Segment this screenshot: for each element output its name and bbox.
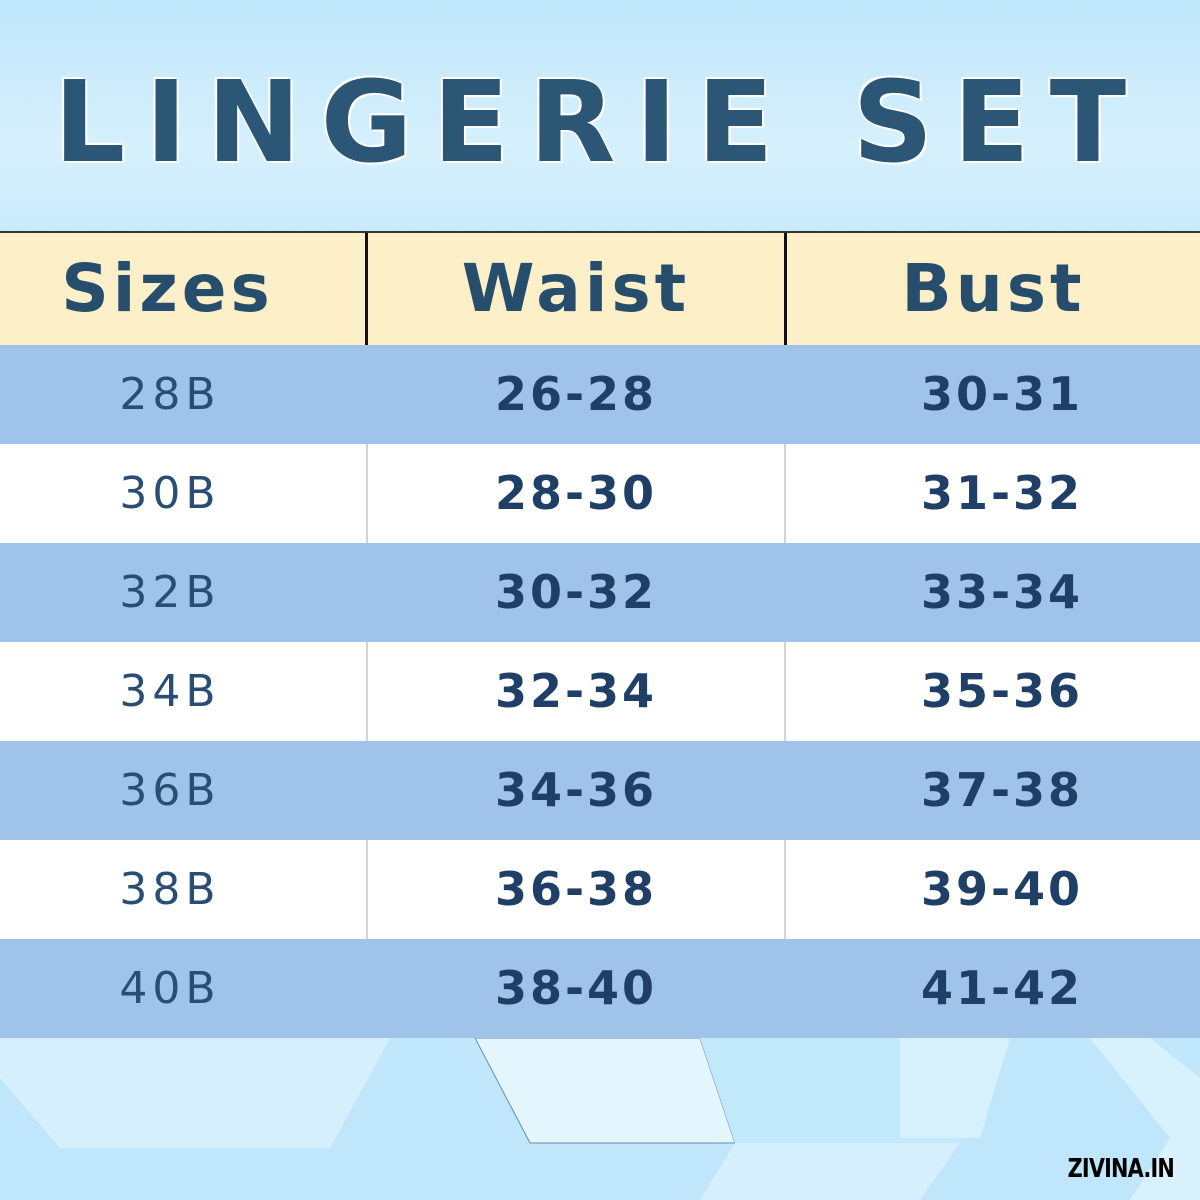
divider	[784, 233, 787, 345]
bust-cell: 33-34	[920, 565, 1084, 619]
table-header: Sizes Waist Bust	[0, 231, 1200, 349]
background-hexagons: ZIVINA.IN	[0, 1038, 1200, 1200]
brand-logo: ZIVINA.IN	[1067, 1154, 1175, 1184]
waist-cell: 26-28	[494, 367, 658, 421]
divider	[784, 444, 786, 543]
hexagon-pattern	[0, 1038, 1200, 1200]
size-cell: 36B	[119, 765, 221, 816]
size-cell: 38B	[119, 864, 221, 915]
waist-cell: 36-38	[494, 862, 658, 916]
divider	[784, 840, 786, 939]
bust-cell: 39-40	[920, 862, 1084, 916]
waist-cell: 38-40	[494, 961, 658, 1015]
table-row: 40B 38-40 41-42	[0, 939, 1200, 1038]
waist-cell: 28-30	[494, 466, 658, 520]
bust-cell: 37-38	[920, 763, 1084, 817]
bust-cell: 31-32	[920, 466, 1084, 520]
table-row: 30B 28-30 31-32	[0, 444, 1200, 543]
page-title: LINGERIE SET	[53, 58, 1147, 188]
table-row: 38B 36-38 39-40	[0, 840, 1200, 939]
header-sizes: Sizes	[61, 250, 274, 327]
waist-cell: 34-36	[494, 763, 658, 817]
divider	[366, 840, 368, 939]
size-cell: 28B	[119, 369, 221, 420]
divider	[366, 444, 368, 543]
table-row: 28B 26-28 30-31	[0, 345, 1200, 444]
size-cell: 30B	[119, 468, 221, 519]
waist-cell: 30-32	[494, 565, 658, 619]
bust-cell: 35-36	[920, 664, 1084, 718]
bust-cell: 41-42	[920, 961, 1084, 1015]
size-cell: 34B	[119, 666, 221, 717]
divider	[784, 642, 786, 741]
bust-cell: 30-31	[920, 367, 1084, 421]
table-row: 36B 34-36 37-38	[0, 741, 1200, 840]
table-row: 34B 32-34 35-36	[0, 642, 1200, 741]
size-cell: 40B	[119, 963, 221, 1014]
divider	[366, 642, 368, 741]
size-cell: 32B	[119, 567, 221, 618]
header-bust: Bust	[901, 250, 1086, 327]
header-waist: Waist	[461, 250, 691, 327]
table-row: 32B 30-32 33-34	[0, 543, 1200, 642]
waist-cell: 32-34	[494, 664, 658, 718]
divider	[365, 233, 368, 345]
